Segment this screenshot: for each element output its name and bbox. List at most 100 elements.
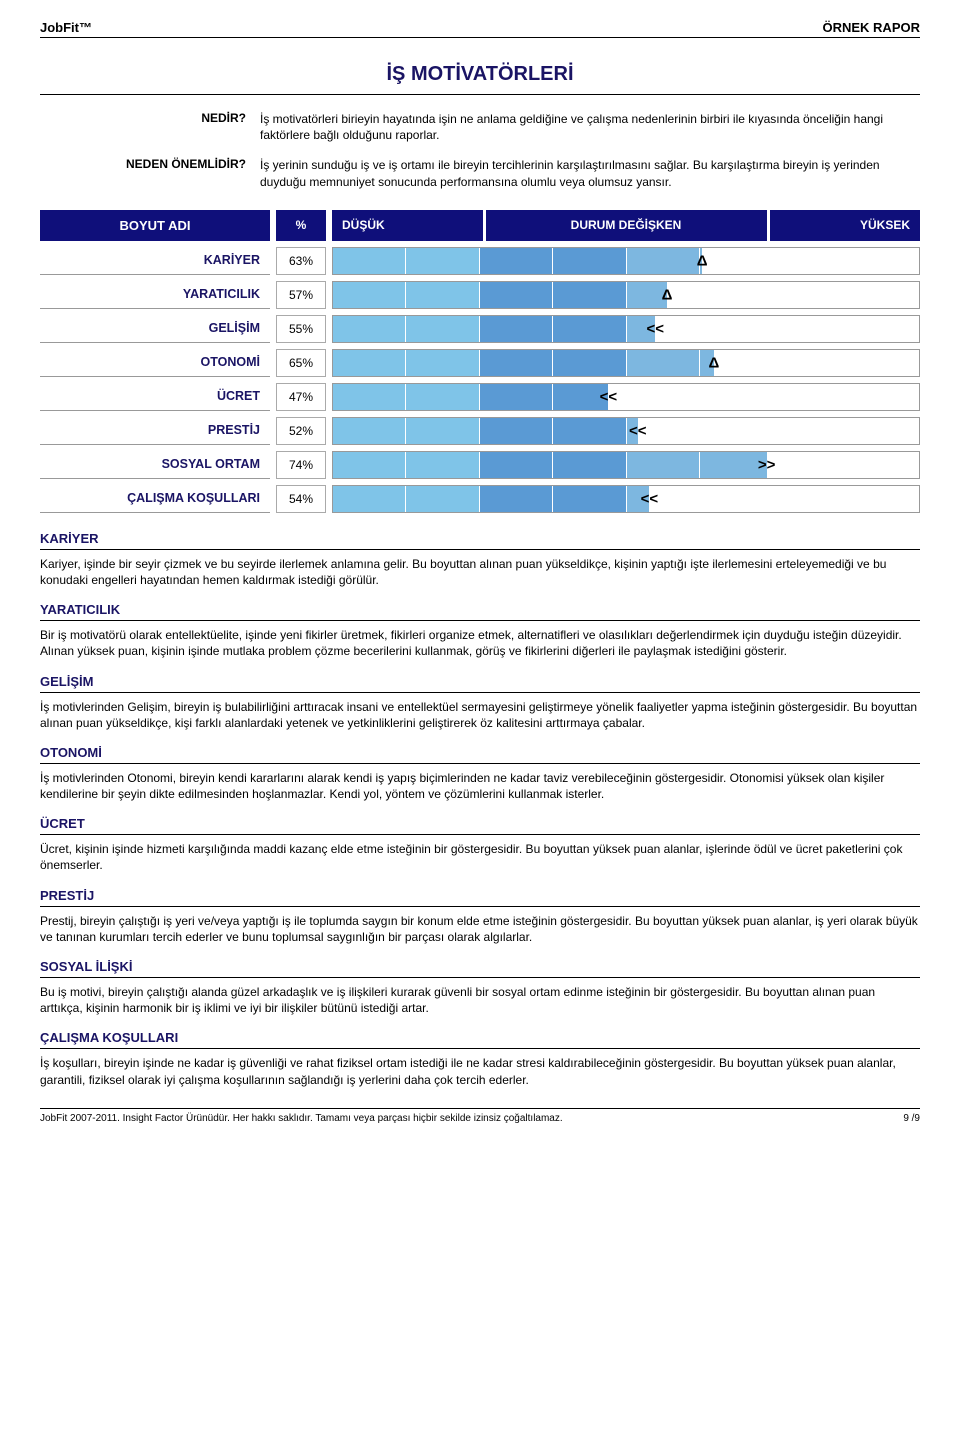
bar-segment: [480, 248, 627, 274]
row-bar: Δ: [332, 247, 920, 275]
row-name: GELİŞİM: [40, 315, 270, 343]
bar-segment: [626, 452, 767, 478]
bar-segment: [714, 350, 773, 376]
row-pct: 54%: [276, 485, 326, 513]
description-title: OTONOMİ: [40, 745, 920, 764]
bar-segment: [772, 248, 919, 274]
description-block: PRESTİJPrestij, bireyin çalıştığı iş yer…: [40, 888, 920, 945]
bar-segment: [480, 486, 627, 512]
row-bar: Δ: [332, 281, 920, 309]
motivator-table: BOYUT ADI % DÜŞÜK DURUM DEĞİŞKEN YÜKSEK …: [40, 210, 920, 513]
intro-text: İş motivatörleri birieyin hayatında işin…: [260, 111, 920, 143]
intro-text: İş yerinin sunduğu iş ve iş ortamı ile b…: [260, 157, 920, 189]
th-low: DÜŞÜK: [332, 210, 483, 241]
row-bar: <<: [332, 315, 920, 343]
th-name: BOYUT ADI: [40, 210, 270, 241]
row-name: KARİYER: [40, 247, 270, 275]
row-name: SOSYAL ORTAM: [40, 451, 270, 479]
description-title: YARATICILIK: [40, 602, 920, 621]
header-right: ÖRNEK RAPOR: [822, 20, 920, 35]
row-pct: 47%: [276, 383, 326, 411]
th-scale: DÜŞÜK DURUM DEĞİŞKEN YÜKSEK: [332, 210, 920, 241]
bar-segment: [702, 248, 772, 274]
footer-left: JobFit 2007-2011. Insight Factor Ürünüdü…: [40, 1113, 563, 1124]
table-row: ÇALIŞMA KOŞULLARI54% <<: [40, 485, 920, 513]
row-bar: <<: [332, 417, 920, 445]
bar-marker: Δ: [709, 354, 720, 371]
row-pct: 65%: [276, 349, 326, 377]
table-row: YARATICILIK57%Δ: [40, 281, 920, 309]
bar-segment: [333, 486, 480, 512]
description-block: KARİYER Kariyer, işinde bir seyir çizmek …: [40, 531, 920, 588]
bar-segment: [480, 316, 627, 342]
bar-marker: Δ: [697, 252, 708, 269]
bar-segment: [333, 452, 480, 478]
bar-segment: [626, 350, 714, 376]
table-row: OTONOMİ65% Δ: [40, 349, 920, 377]
intro-block: NEDİR?İş motivatörleri birieyin hayatınd…: [40, 111, 920, 143]
row-name: ÜCRET: [40, 383, 270, 411]
table-row: GELİŞİM55% <<: [40, 315, 920, 343]
bar-segment: [333, 282, 480, 308]
bar-segment: [480, 384, 609, 410]
bar-marker: >>: [758, 456, 776, 473]
row-pct: 57%: [276, 281, 326, 309]
bar-segment: [772, 282, 919, 308]
row-name: PRESTİJ: [40, 417, 270, 445]
bar-segment: [772, 350, 919, 376]
description-text: İş koşulları, bireyin işinde ne kadar iş…: [40, 1055, 920, 1087]
description-title: GELİŞİM: [40, 674, 920, 693]
bar-segment: [772, 418, 919, 444]
description-text: Bir iş motivatörü olarak entellektüelite…: [40, 627, 920, 659]
bar-marker: <<: [641, 490, 659, 507]
bar-segment: [772, 384, 919, 410]
bar-segment: [333, 418, 480, 444]
bar-segment: [626, 384, 773, 410]
row-pct: 55%: [276, 315, 326, 343]
description-title: ÜCRET: [40, 816, 920, 835]
bar-segment: [626, 248, 702, 274]
description-block: ÜCRET Ücret, kişinin işinde hizmeti karşı…: [40, 816, 920, 873]
description-block: GELİŞİM İş motivlerinden Gelişim, bireyin…: [40, 674, 920, 731]
row-bar: >>: [332, 451, 920, 479]
row-pct: 63%: [276, 247, 326, 275]
bar-segment: [772, 316, 919, 342]
description-block: ÇALIŞMA KOŞULLARI İş koşulları, bireyin i…: [40, 1030, 920, 1087]
bar-segment: [333, 316, 480, 342]
th-mid: DURUM DEĞİŞKEN: [486, 210, 767, 241]
bar-segment: [772, 452, 919, 478]
row-name: YARATICILIK: [40, 281, 270, 309]
description-text: Kariyer, işinde bir seyir çizmek ve bu s…: [40, 556, 920, 588]
row-pct: 52%: [276, 417, 326, 445]
description-title: ÇALIŞMA KOŞULLARI: [40, 1030, 920, 1049]
row-bar: <<: [332, 485, 920, 513]
bar-segment: [480, 418, 627, 444]
bar-segment: [480, 452, 627, 478]
row-bar: Δ: [332, 349, 920, 377]
bar-segment: [333, 384, 480, 410]
row-name: OTONOMİ: [40, 349, 270, 377]
bar-segment: [649, 486, 772, 512]
table-row: SOSYAL ORTAM74%>>: [40, 451, 920, 479]
description-text: İş motivlerinden Gelişim, bireyin iş bul…: [40, 699, 920, 731]
table-row: ÜCRET47%<<: [40, 383, 920, 411]
footer-right: 9 /9: [903, 1113, 920, 1124]
description-block: OTONOMİİş motivlerinden Otonomi, bireyin…: [40, 745, 920, 802]
description-block: YARATICILIK Bir iş motivatörü olarak ente…: [40, 602, 920, 659]
intro-label: NEDEN ÖNEMLİDİR?: [40, 157, 260, 189]
th-pct: %: [276, 210, 326, 241]
page-title: İŞ MOTİVATÖRLERİ: [40, 63, 920, 86]
title-underline: [40, 94, 920, 95]
description-title: PRESTİJ: [40, 888, 920, 907]
bar-segment: [333, 350, 480, 376]
bar-segment: [667, 282, 772, 308]
bar-segment: [333, 248, 480, 274]
description-title: KARİYER: [40, 531, 920, 550]
bar-segment: [655, 316, 772, 342]
bar-marker: <<: [647, 320, 665, 337]
bar-segment: [638, 418, 773, 444]
row-name: ÇALIŞMA KOŞULLARI: [40, 485, 270, 513]
page-header: JobFit™ ÖRNEK RAPOR: [40, 20, 920, 38]
description-text: Ücret, kişinin işinde hizmeti karşılığın…: [40, 841, 920, 873]
description-title: SOSYAL İLİŞKİ: [40, 959, 920, 978]
